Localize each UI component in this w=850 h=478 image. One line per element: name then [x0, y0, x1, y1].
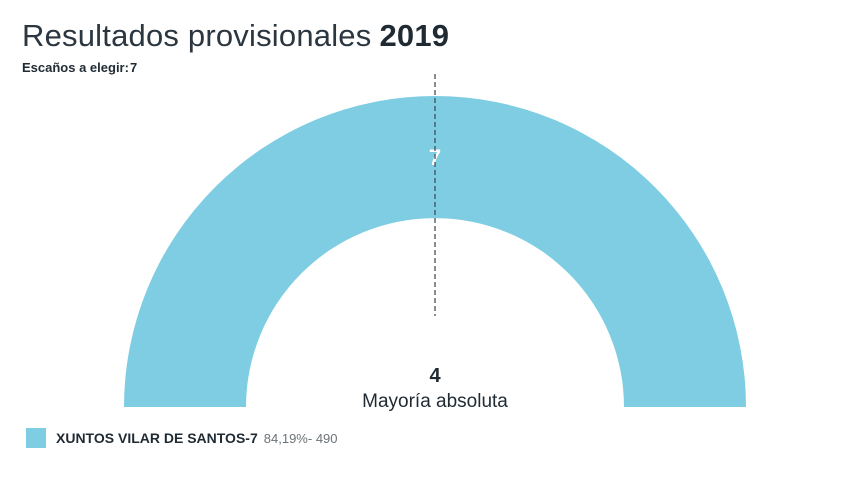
arc-segment-1 [124, 96, 746, 407]
legend-party-percent: 84,19% [263, 430, 308, 446]
title-year: 2019 [379, 18, 450, 53]
chart-title: Resultados provisionales 2019 [22, 18, 449, 54]
seats-to-elect: Escaños a elegir:7 [22, 60, 137, 75]
legend-swatch [26, 428, 46, 448]
legend-detail-separator: - [307, 430, 316, 446]
title-text: Resultados provisionales [22, 18, 372, 53]
majority-label: Mayoría absoluta [362, 391, 508, 412]
majority-value: 4 [429, 365, 441, 387]
legend-party-detail: 84,19%- 490 [264, 431, 338, 446]
legend-party-seats: 7 [249, 430, 258, 446]
seats-total: 7 [129, 60, 138, 75]
legend-party-name: XUNTOS VILAR DE SANTOS [56, 430, 246, 446]
legend: XUNTOS VILAR DE SANTOS - 7 84,19%- 490 [26, 428, 338, 448]
legend-party-votes: 490 [315, 430, 338, 446]
legend-separator: - [245, 430, 250, 446]
seats-label: Escaños a elegir: [22, 60, 129, 75]
arc-group [124, 96, 746, 407]
